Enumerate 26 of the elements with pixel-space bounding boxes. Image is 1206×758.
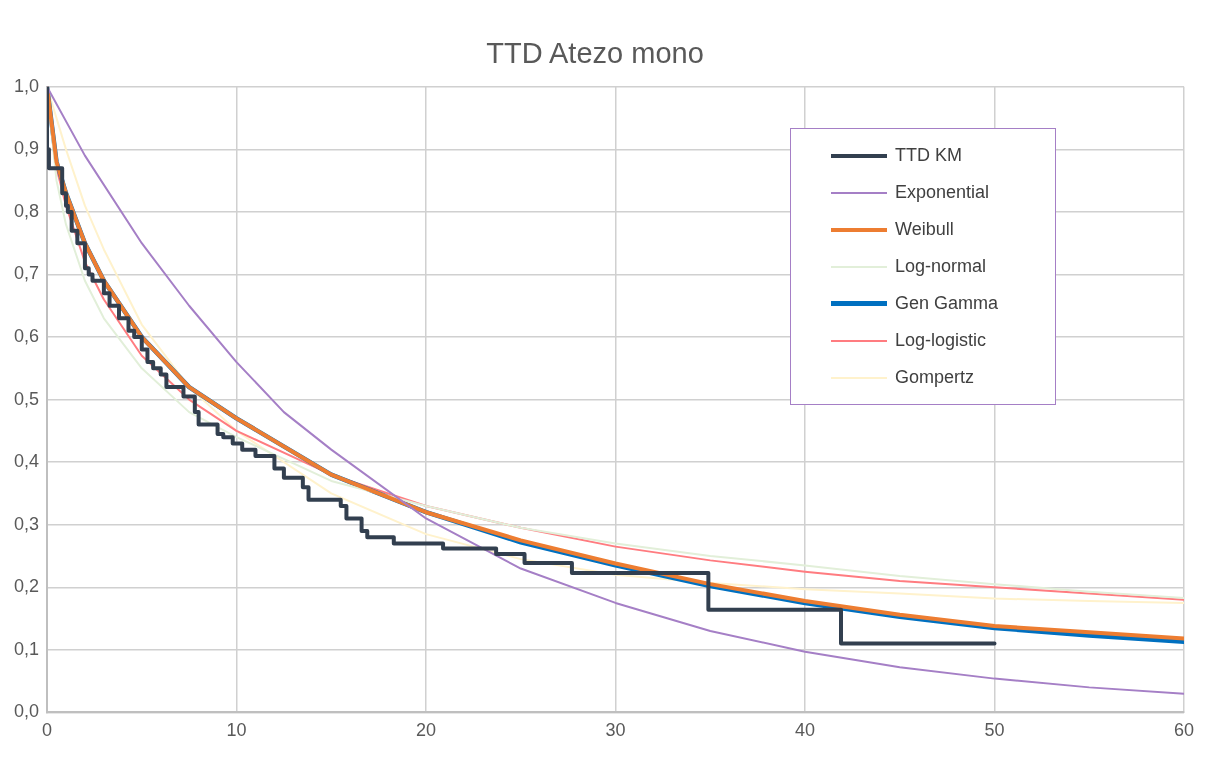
y-tick-label: 0,9 bbox=[13, 138, 40, 159]
x-tick-label: 60 bbox=[1173, 720, 1195, 741]
chart-title: TTD Atezo mono bbox=[486, 37, 704, 70]
legend-label: Gen Gamma bbox=[895, 293, 999, 314]
y-tick-label: 1,0 bbox=[13, 75, 40, 96]
legend-label: Gompertz bbox=[895, 367, 975, 388]
x-tick-label: 0 bbox=[42, 720, 53, 741]
y-tick-label: 0,3 bbox=[13, 513, 40, 534]
legend-label: TTD KM bbox=[895, 145, 962, 166]
legend-label: Log-logistic bbox=[895, 330, 987, 351]
x-tick-label: 10 bbox=[226, 720, 247, 741]
y-tick-label: 0,4 bbox=[13, 451, 40, 472]
x-tick-label: 20 bbox=[416, 720, 437, 741]
y-tick-label: 0,1 bbox=[13, 638, 40, 659]
y-tick-label: 0,7 bbox=[13, 263, 40, 284]
y-tick-label: 0,0 bbox=[13, 701, 40, 722]
x-tick-label: 50 bbox=[984, 720, 1005, 741]
y-tick-label: 0,5 bbox=[13, 388, 40, 409]
x-tick-label: 30 bbox=[605, 720, 626, 741]
y-tick-label: 0,2 bbox=[13, 576, 40, 597]
legend-label: Exponential bbox=[895, 182, 990, 203]
legend-label: Weibull bbox=[895, 219, 954, 240]
y-tick-label: 0,8 bbox=[13, 200, 40, 221]
legend-label: Log-normal bbox=[895, 256, 987, 277]
x-tick-label: 40 bbox=[794, 720, 816, 741]
y-tick-label: 0,6 bbox=[13, 326, 40, 347]
